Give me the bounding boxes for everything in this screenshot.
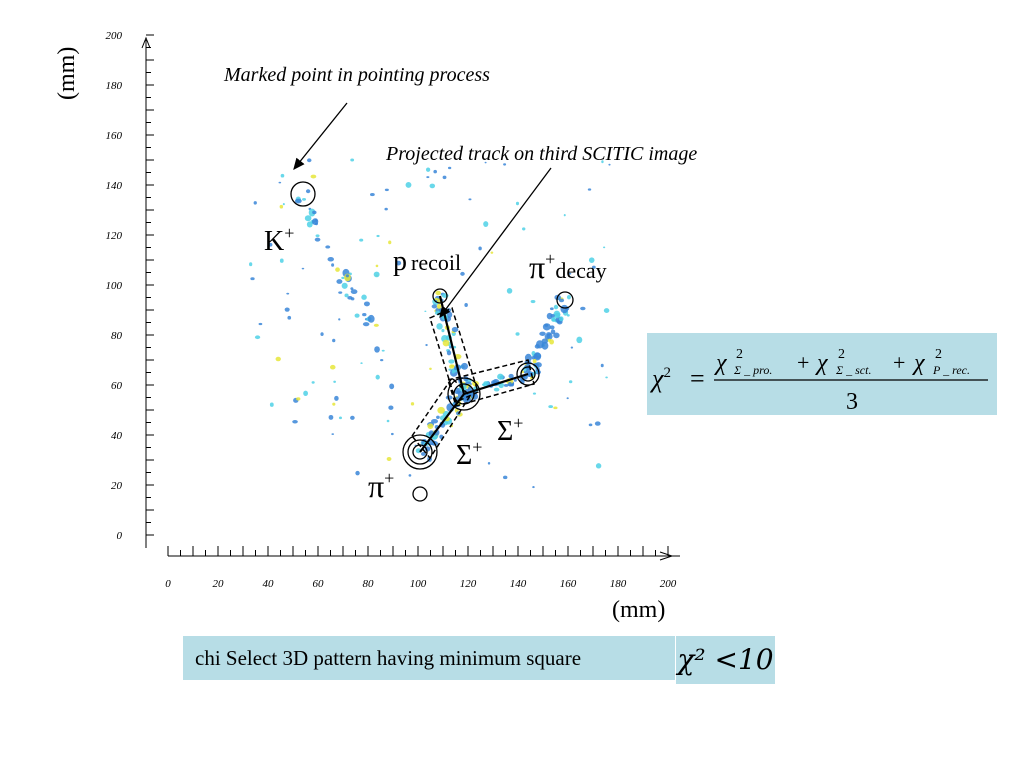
chi-square-equation-box (647, 333, 997, 415)
svg-text:3: 3 (846, 389, 858, 415)
sigma-decay-vertex-inner (520, 366, 536, 382)
svg-text:+: + (893, 350, 905, 375)
pion-vertex-inner (412, 444, 428, 460)
chi-square-equation: χ2 = χ 2 Σ _ pro. + χ 2 Σ _ sct. + χ 2 P… (649, 347, 988, 415)
sigma-label-upper: Σ+ (497, 413, 523, 447)
x-tick-label: 200 (660, 578, 677, 590)
x-tick-label: 120 (460, 578, 477, 590)
y-tick-label: 20 (111, 480, 123, 492)
proton-recoil-label: p recoil (393, 246, 461, 277)
proton-end-marker (432, 288, 448, 304)
particle-labels: K+ p recoil π+decay Σ+ Σ+ π+ (264, 223, 607, 504)
pion-vertex-outer (402, 434, 438, 470)
x-tick-label: 140 (510, 578, 527, 590)
pion-end-marker (412, 486, 428, 502)
sigma-vertex-inner (453, 383, 475, 405)
x-tick-label: 160 (560, 578, 577, 590)
svg-text:χ: χ (912, 350, 926, 376)
svg-text:χ2: χ2 (649, 364, 671, 393)
y-tick-label: 120 (106, 230, 123, 242)
x-axis-unit: (mm) (612, 597, 666, 623)
y-tick-label: 140 (106, 180, 123, 192)
y-tick-label: 100 (106, 280, 123, 292)
svg-text:2: 2 (736, 347, 743, 362)
x-tick-label: 0 (165, 578, 171, 590)
svg-text:2: 2 (838, 347, 845, 362)
svg-text:χ: χ (714, 350, 728, 376)
y-tick-label: 160 (106, 130, 123, 142)
pion-label: π+ (368, 468, 394, 504)
svg-text:Σ _ pro.: Σ _ pro. (733, 363, 772, 377)
svg-text:χ: χ (815, 350, 829, 376)
x-tick-label: 40 (263, 578, 275, 590)
x-tick-label: 20 (213, 578, 225, 590)
marked-point-annotation: Marked point in pointing process (224, 64, 490, 86)
svg-text:+: + (797, 350, 809, 375)
y-axis-unit: (mm) (54, 46, 80, 100)
annotation-arrows (293, 102, 552, 319)
vertex-markers (290, 181, 574, 502)
selection-inequality: χ² <10 (676, 636, 775, 684)
x-tick-label: 100 (410, 578, 427, 590)
pion-decay-label: π+decay (529, 249, 607, 285)
y-tick-label: 40 (111, 430, 123, 442)
kaon-label: K+ (264, 223, 294, 257)
svg-text:Σ _ sct.: Σ _ sct. (835, 363, 871, 377)
x-tick-label: 60 (313, 578, 325, 590)
pion-decay-end-marker (556, 291, 574, 309)
svg-text:P _ rec.: P _ rec. (932, 363, 970, 377)
x-tick-label: 80 (363, 578, 375, 590)
y-tick-label: 80 (111, 330, 123, 342)
x-tick-label: 180 (610, 578, 627, 590)
selection-criterion-text: chi Select 3D pattern having minimum squ… (183, 636, 675, 680)
sigma-vertex-outer (447, 377, 481, 411)
pion-vertex-mid (407, 439, 433, 465)
y-tick-label: 200 (106, 30, 123, 42)
kaon-marked-point (290, 181, 316, 207)
svg-text:=: = (690, 364, 705, 393)
sigma-decay-vertex-outer (516, 362, 540, 386)
y-tick-label: 180 (106, 80, 123, 92)
y-tick-label: 60 (111, 380, 123, 392)
y-tick-label: 0 (117, 530, 123, 542)
x-axis: 0 20 40 60 80 100 120 140 160 180 200 (165, 546, 680, 590)
svg-text:2: 2 (935, 347, 942, 362)
sigma-label-lower: Σ+ (456, 437, 482, 471)
projected-track-annotation: Projected track on third SCITIC image (386, 143, 698, 165)
